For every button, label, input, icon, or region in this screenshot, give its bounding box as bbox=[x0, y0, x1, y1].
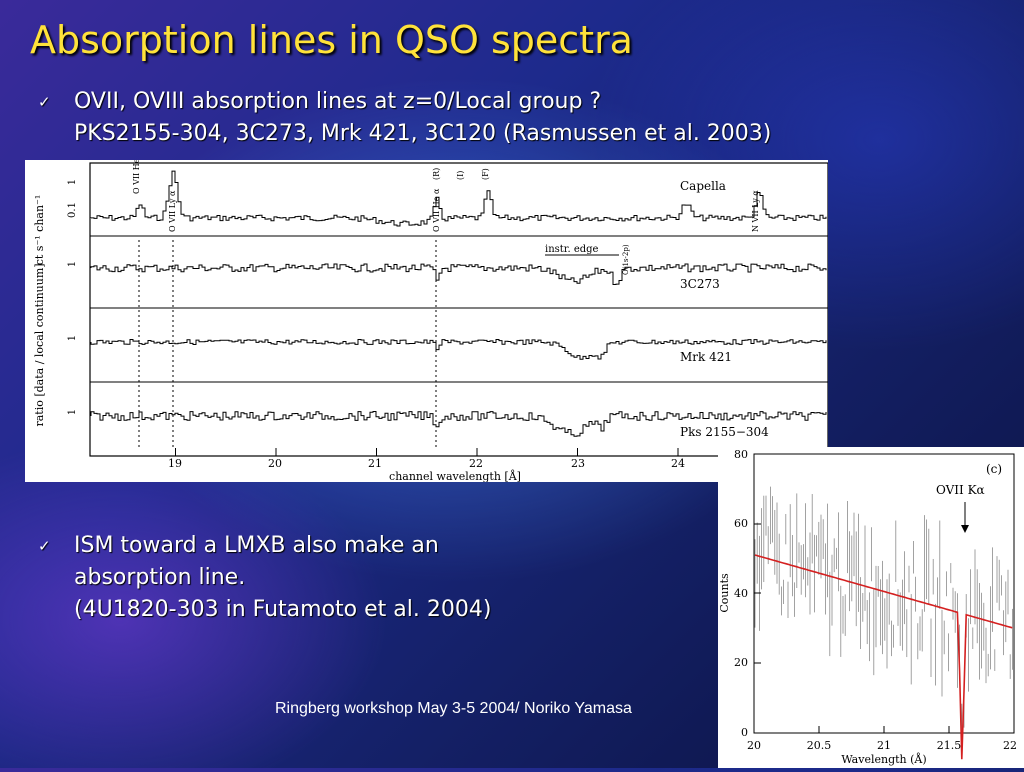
line-label-nvii-lya: N VII Ly α bbox=[751, 190, 760, 232]
panel-label-pks: Pks 2155−304 bbox=[680, 425, 769, 439]
ylabel-top: ct s⁻¹ chan⁻¹ bbox=[33, 195, 46, 266]
check-icon: ✓ bbox=[38, 537, 51, 555]
spectrum-mrk421 bbox=[90, 339, 827, 360]
ytick-40: 40 bbox=[734, 587, 748, 600]
bullet-qso: ✓ OVII, OVIII absorption lines at z=0/Lo… bbox=[38, 86, 771, 150]
line-label-i: (I) bbox=[456, 171, 465, 180]
xtick-24: 24 bbox=[671, 457, 685, 470]
bullet-lmxb-line1: ISM toward a LMXB also make an bbox=[74, 533, 439, 558]
line-label-r: (R) bbox=[432, 168, 441, 180]
ylabel-bottom: ratio [data / local continuum] bbox=[33, 263, 46, 426]
xtick-22: 22 bbox=[469, 457, 483, 470]
bullet-lmxb-line2: absorption line. bbox=[74, 565, 246, 590]
slide-title: Absorption lines in QSO spectra bbox=[30, 18, 633, 62]
ytick-80: 80 bbox=[734, 448, 748, 461]
ytick-0: 0 bbox=[741, 726, 748, 739]
counts-histogram bbox=[754, 486, 1013, 733]
ytick-panel3: 1 bbox=[67, 335, 78, 341]
bullet-lmxb: ✓ ISM toward a LMXB also make an absorpt… bbox=[38, 530, 491, 626]
xtick-20-5: 20.5 bbox=[807, 739, 832, 752]
check-icon: ✓ bbox=[38, 93, 51, 111]
line-label-f: (F) bbox=[481, 168, 490, 180]
ytick-60: 60 bbox=[734, 517, 748, 530]
line-label-ovii-ka: OVII Kα bbox=[936, 483, 985, 497]
xtick-23: 23 bbox=[571, 457, 585, 470]
footer-credit: Ringberg workshop May 3-5 2004/ Noriko Y… bbox=[275, 700, 632, 717]
x-axis-label: channel wavelength [Å] bbox=[389, 469, 521, 482]
panel-label-3c273: 3C273 bbox=[680, 277, 720, 291]
xtick-22: 22 bbox=[1003, 739, 1017, 752]
panel-label-mrk421: Mrk 421 bbox=[680, 350, 732, 364]
xtick-21-5: 21.5 bbox=[937, 739, 962, 752]
xtick-20: 20 bbox=[747, 739, 761, 752]
qso-spectra-figure: ct s⁻¹ chan⁻¹ ratio [data / local contin… bbox=[25, 151, 829, 483]
ytick-panel2: 1 bbox=[67, 261, 78, 267]
annotation-instr-edge: instr. edge bbox=[545, 244, 599, 255]
xtick-21: 21 bbox=[368, 457, 382, 470]
line-label-o1s2p: O(1s-2p) bbox=[622, 244, 630, 275]
ytick-20: 20 bbox=[734, 656, 748, 669]
bullet-qso-line2: PKS2155-304, 3C273, Mrk 421, 3C120 (Rasm… bbox=[74, 121, 772, 146]
xtick-21: 21 bbox=[877, 739, 891, 752]
ytick-panel4: 1 bbox=[67, 409, 78, 415]
bullet-lmxb-line3: (4U1820-303 in Futamoto et al. 2004) bbox=[74, 597, 492, 622]
line-label-ovii-lya: O VII Ly α bbox=[168, 190, 177, 232]
line-label-ovii-hea: O VII He α bbox=[432, 188, 441, 232]
arrow-down-icon bbox=[961, 525, 969, 533]
axis-ticks bbox=[753, 453, 1015, 734]
x-axis-ticks bbox=[175, 448, 679, 456]
xtick-19: 19 bbox=[168, 457, 182, 470]
ytick-top-1: 1 bbox=[67, 179, 78, 185]
bullet-qso-line1: OVII, OVIII absorption lines at z=0/Loca… bbox=[74, 89, 602, 114]
xtick-20: 20 bbox=[268, 457, 282, 470]
spectrum-pks2155 bbox=[90, 411, 827, 437]
spectrum-3c273 bbox=[90, 263, 827, 285]
model-curve bbox=[754, 554, 1013, 760]
panel-label-capella: Capella bbox=[680, 179, 726, 193]
x-axis-label: Wavelength (Å) bbox=[841, 752, 926, 766]
panel-label-c: (c) bbox=[986, 462, 1002, 476]
y-axis-label: Counts bbox=[718, 573, 731, 613]
ytick-top-2: 0.1 bbox=[67, 202, 78, 218]
spectrum-capella bbox=[90, 170, 827, 227]
lmxb-spectrum-figure: (c) OVII Kα 0 20 40 60 80 20 20.5 21 21.… bbox=[718, 447, 1024, 768]
plot-frame bbox=[89, 162, 829, 457]
line-label-ovii-heb: O VII He β bbox=[132, 160, 141, 194]
